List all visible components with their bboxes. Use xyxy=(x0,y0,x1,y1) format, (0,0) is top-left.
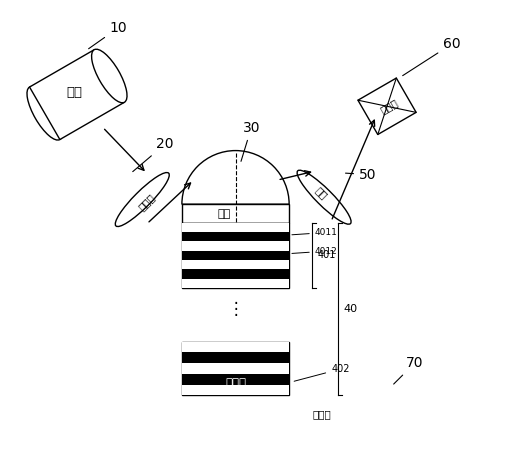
Text: 检测器: 检测器 xyxy=(379,97,400,115)
Text: 样品层: 样品层 xyxy=(312,409,331,419)
Text: 50: 50 xyxy=(346,167,377,182)
Text: 401: 401 xyxy=(318,250,337,260)
Text: 偏光器: 偏光器 xyxy=(137,192,157,212)
Text: 棱镜: 棱镜 xyxy=(217,209,230,219)
Ellipse shape xyxy=(92,49,127,103)
Polygon shape xyxy=(358,78,416,135)
Text: 20: 20 xyxy=(133,137,174,172)
Text: 402: 402 xyxy=(294,364,349,381)
Text: 30: 30 xyxy=(241,121,260,161)
Bar xyxy=(182,223,289,288)
Text: 光源: 光源 xyxy=(67,86,83,99)
Ellipse shape xyxy=(115,173,169,227)
Text: 石墨烯: 石墨烯 xyxy=(225,377,246,390)
Bar xyxy=(182,385,289,395)
Bar xyxy=(182,204,289,223)
Text: 4012: 4012 xyxy=(292,247,338,256)
Polygon shape xyxy=(30,50,125,139)
Text: 4011: 4011 xyxy=(292,228,338,237)
Bar xyxy=(182,260,289,270)
Text: 60: 60 xyxy=(403,37,461,76)
Text: 70: 70 xyxy=(393,356,423,384)
Text: 透镜: 透镜 xyxy=(314,185,330,200)
Bar xyxy=(182,223,289,232)
Wedge shape xyxy=(182,151,289,204)
Text: ⋮: ⋮ xyxy=(227,300,244,318)
Text: 40: 40 xyxy=(344,304,358,314)
Bar xyxy=(182,342,289,353)
Text: 10: 10 xyxy=(89,21,127,49)
Bar xyxy=(182,363,289,374)
Bar xyxy=(182,279,289,288)
Ellipse shape xyxy=(297,170,351,224)
Bar xyxy=(182,342,289,395)
Bar xyxy=(182,242,289,251)
Ellipse shape xyxy=(27,86,63,140)
